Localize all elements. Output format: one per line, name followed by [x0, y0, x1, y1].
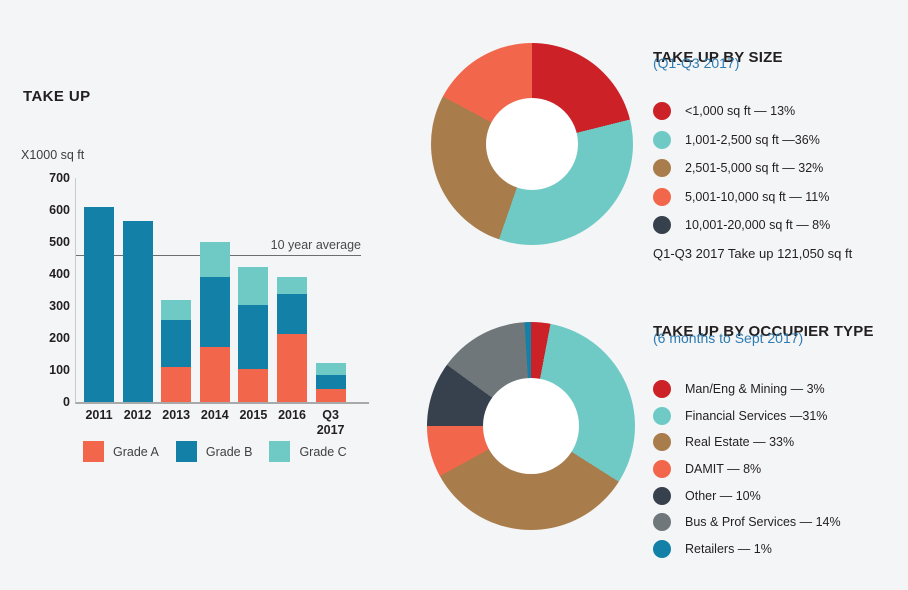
size-chart-title: TAKE UP BY SIZE [653, 49, 783, 67]
occupier-legend-item: Financial Services —31% [653, 406, 841, 425]
occupier-legend-label: DAMIT — 8% [685, 462, 762, 477]
occupier-chart-title: TAKE UP BY OCCUPIER TYPE [653, 323, 874, 341]
size-legend-label: 2,501-5,000 sq ft — 32% [685, 161, 824, 175]
legend-swatch-grade-c [269, 441, 291, 462]
occupier-legend-label: Bus & Prof Services — 14% [685, 515, 841, 530]
bar-segment-2011-grade-b [84, 206, 114, 402]
legend-swatch-grade-a [83, 441, 104, 462]
size-legend-label: 10,001-20,000 sq ft — 8% [685, 218, 831, 232]
y-axis-tick-label: 600 [49, 203, 70, 217]
bar-segment-2012-grade-b [122, 221, 153, 402]
occupier-legend-label: Retailers — 1% [685, 542, 772, 557]
y-axis-tick-label: 700 [49, 171, 70, 185]
bar-chart-legend: Grade A Grade B Grade C [83, 441, 347, 462]
bar-segment-2014-grade-c [199, 242, 230, 278]
size-legend-label: <1,000 sq ft — 13% [685, 104, 796, 118]
size-legend-item: <1,000 sq ft — 13% [653, 102, 830, 120]
x-axis-label-2016: 2016 [278, 408, 306, 422]
size-legend-dot [653, 216, 671, 234]
occupier-legend-dot [653, 540, 671, 559]
occupier-legend-label: Other — 10% [685, 488, 761, 503]
size-legend-item: 2,501-5,000 sq ft — 32% [653, 159, 830, 177]
bar-chart-title: TAKE UP [23, 88, 91, 106]
y-axis-tick-label: 0 [63, 395, 70, 409]
occupier-legend-dot [653, 513, 671, 532]
bar-segment-2015-grade-c [238, 266, 269, 305]
size-legend-item: 10,001-20,000 sq ft — 8% [653, 216, 830, 234]
bar-segment-2014-grade-b [199, 277, 230, 347]
bar-segment-q3-2017-grade-a [315, 388, 346, 402]
x-axis-label-2015: 2015 [239, 408, 268, 422]
size-legend-label: 5,001-10,000 sq ft — 11% [685, 189, 830, 204]
occupier-legend-label: Real Estate — 33% [685, 435, 795, 450]
occupier-chart-legend: Man/Eng & Mining — 3% Financial Services … [653, 380, 841, 567]
occupier-chart-subtitle: (6 months to Sept 2017) [653, 330, 804, 346]
occupier-legend-item: Real Estate — 33% [653, 433, 841, 452]
legend-item-grade-a: Grade A [83, 441, 159, 462]
size-legend-item: 5,001-10,000 sq ft — 11% [653, 187, 830, 206]
bar-segment-q3-2017-grade-b [315, 375, 346, 389]
occupier-donut-chart [427, 322, 635, 530]
y-axis-unit-label: X1000 sq ft [21, 148, 85, 162]
bar-segment-2013-grade-a [161, 366, 192, 402]
legend-swatch-grade-b [175, 441, 197, 462]
occupier-legend-item: DAMIT — 8% [653, 460, 841, 479]
size-legend-label: 1,001-2,500 sq ft —36% [685, 132, 820, 147]
legend-label: Grade A [113, 444, 159, 459]
ten-year-average-label: 10 year average [270, 237, 361, 252]
y-axis-tick-label: 400 [49, 267, 70, 281]
bar-segment-2015-grade-a [238, 368, 269, 402]
bar-segment-2015-grade-b [238, 304, 269, 369]
occupier-legend-dot [653, 406, 671, 425]
occupier-legend-dot [653, 486, 671, 505]
occupier-legend-dot [653, 433, 671, 452]
size-legend-dot [653, 130, 671, 149]
bar-segment-2013-grade-b [161, 319, 192, 367]
occupier-legend-item: Retailers — 1% [653, 540, 841, 559]
bar-segment-2013-grade-c [161, 299, 192, 320]
size-legend-dot [653, 159, 671, 177]
size-donut-chart [431, 43, 633, 245]
occupier-legend-item: Man/Eng & Mining — 3% [653, 380, 841, 398]
legend-label: Grade C [299, 444, 347, 459]
legend-label: Grade B [205, 444, 253, 459]
occupier-legend-dot [653, 460, 671, 479]
bar-chart-plot-area: 10 year average 700 600 500 400 300 200 100 0 20… [49, 171, 369, 437]
size-chart-summary: Q1-Q3 2017 Take up 121,050 sq ft [653, 246, 853, 261]
size-chart-subtitle: (Q1-Q3 2017) [653, 55, 740, 71]
x-axis-label-2012: 2012 [123, 408, 152, 422]
y-axis-tick-label: 200 [49, 331, 70, 345]
occupier-legend-label: Financial Services —31% [685, 408, 828, 423]
bar-segment-2014-grade-a [199, 346, 230, 402]
x-axis-label-q3-2017: Q3 2017 [316, 408, 345, 437]
bar-segment-2016-grade-b [277, 294, 307, 334]
legend-item-grade-b: Grade B [175, 441, 253, 462]
occupier-legend-dot [653, 380, 671, 398]
y-axis-tick-label: 500 [49, 235, 70, 249]
legend-item-grade-c: Grade C [269, 441, 347, 462]
size-legend-item: 1,001-2,500 sq ft —36% [653, 130, 830, 149]
bar-segment-2016-grade-a [277, 333, 307, 402]
bar-segment-2016-grade-c [277, 277, 307, 295]
x-axis-label-2013: 2013 [162, 408, 191, 422]
occupier-legend-item: Bus & Prof Services — 14% [653, 513, 841, 532]
y-axis-tick-label: 300 [49, 299, 70, 313]
bar-segment-q3-2017-grade-c [315, 362, 346, 376]
size-chart-legend: <1,000 sq ft — 13% 1,001-2,500 sq ft —36%… [653, 102, 830, 245]
occupier-legend-label: Man/Eng & Mining — 3% [685, 382, 825, 396]
y-axis-tick-label: 100 [49, 363, 70, 377]
x-axis-label-2014: 2014 [200, 408, 229, 422]
size-legend-dot [653, 102, 671, 120]
occupier-legend-item: Other — 10% [653, 486, 841, 505]
size-legend-dot [653, 187, 671, 206]
x-axis-label-2011: 2011 [85, 408, 113, 422]
